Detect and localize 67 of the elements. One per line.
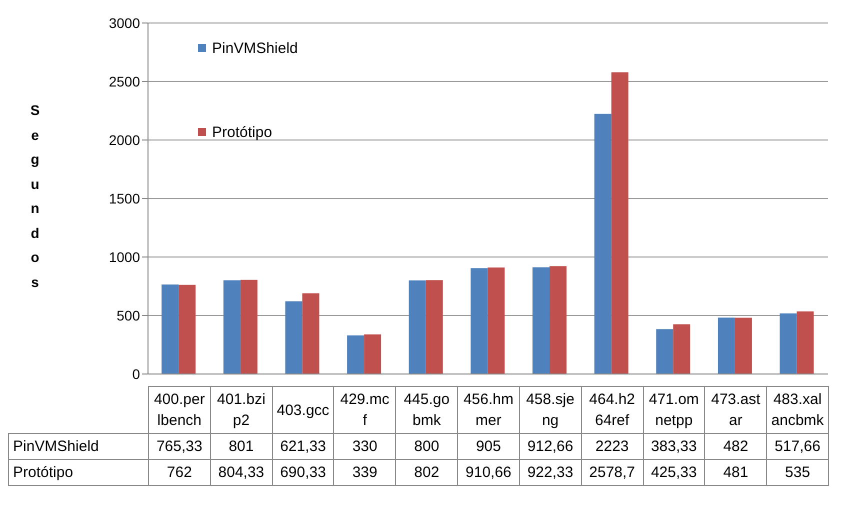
bar xyxy=(532,267,550,374)
data-label: 804,33 xyxy=(210,460,272,486)
bar xyxy=(285,301,302,374)
y-tick-label: 1500 xyxy=(108,190,140,206)
bar xyxy=(488,267,505,374)
text: Protótipo xyxy=(13,464,74,481)
data-label: 2223 xyxy=(581,434,643,460)
x-tick-label: 429.mcf xyxy=(334,386,396,434)
bar xyxy=(302,293,320,374)
bar xyxy=(408,280,426,374)
bar xyxy=(347,335,364,374)
data-label: 481 xyxy=(704,460,767,486)
data-label: 517,66 xyxy=(766,434,828,460)
data-label: 482 xyxy=(704,434,767,460)
data-label: 383,33 xyxy=(643,434,705,460)
data-label: 762 xyxy=(148,460,210,486)
y-tick-label: 2500 xyxy=(108,73,140,90)
data-label: 330 xyxy=(334,434,396,460)
data-label: 910,66 xyxy=(458,460,520,486)
bar xyxy=(718,318,735,374)
bar xyxy=(796,311,814,374)
bar xyxy=(178,284,196,374)
x-tick-label: 456.hmmer xyxy=(458,386,520,434)
x-tick-label: 400.perlbench xyxy=(148,386,210,434)
bar xyxy=(734,318,752,374)
y-tick-label: 2000 xyxy=(108,132,140,148)
bar xyxy=(550,266,567,374)
y-axis-title: Segundos xyxy=(29,101,41,292)
data-label: 912,66 xyxy=(519,434,582,460)
data-label: 690,33 xyxy=(272,460,334,486)
bar xyxy=(673,324,690,374)
x-tick-label: 445.gobmk xyxy=(396,386,458,434)
x-tick-label: 483.xalancbmk xyxy=(766,386,828,434)
bar xyxy=(364,334,382,374)
y-tick-label: 1000 xyxy=(108,248,140,265)
bar xyxy=(426,280,443,374)
data-label: 801 xyxy=(210,434,272,460)
x-tick-label: 403.gcc xyxy=(272,386,334,434)
legend-label: PinVMShield xyxy=(212,40,298,56)
y-tick-label: 0 xyxy=(132,366,140,382)
bar xyxy=(162,284,179,374)
bar xyxy=(223,280,240,374)
data-label: 802 xyxy=(396,460,458,486)
bar xyxy=(240,280,258,374)
data-label: 621,33 xyxy=(272,434,334,460)
x-tick-label: 473.astar xyxy=(704,386,767,434)
data-label: 535 xyxy=(766,460,828,486)
data-label: 2578,7 xyxy=(581,460,643,486)
x-tick-label: 464.h264ref xyxy=(581,386,643,434)
y-tick-label: 3000 xyxy=(108,14,140,31)
data-label: 339 xyxy=(334,460,396,486)
data-label: 922,33 xyxy=(519,460,582,486)
data-label: 765,33 xyxy=(148,434,210,460)
data-label: 425,33 xyxy=(643,460,705,486)
data-label: 800 xyxy=(396,434,458,460)
y-tick-label: 500 xyxy=(116,307,140,324)
bar xyxy=(611,72,628,374)
data-label: 905 xyxy=(458,434,520,460)
bar xyxy=(594,114,612,374)
text: PinVMShield xyxy=(13,438,99,455)
bar xyxy=(656,329,674,374)
x-tick-label: 401.bzip2 xyxy=(210,386,272,434)
legend-label: Protótipo xyxy=(212,124,272,140)
bar xyxy=(780,313,797,374)
x-tick-label: 458.sjeng xyxy=(519,386,582,434)
x-tick-label: 471.omnetpp xyxy=(643,386,705,434)
bar xyxy=(470,268,488,374)
